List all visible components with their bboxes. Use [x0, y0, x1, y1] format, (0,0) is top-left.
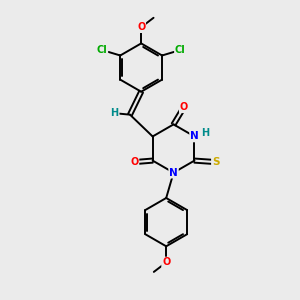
Text: O: O: [130, 157, 139, 167]
Text: S: S: [212, 157, 219, 167]
Text: H: H: [111, 108, 119, 118]
Text: N: N: [169, 168, 178, 178]
Text: O: O: [137, 22, 145, 32]
Text: O: O: [162, 257, 170, 268]
Text: H: H: [202, 128, 210, 138]
Text: Cl: Cl: [97, 45, 107, 55]
Text: Cl: Cl: [175, 45, 186, 55]
Text: N: N: [190, 131, 199, 142]
Text: O: O: [180, 102, 188, 112]
